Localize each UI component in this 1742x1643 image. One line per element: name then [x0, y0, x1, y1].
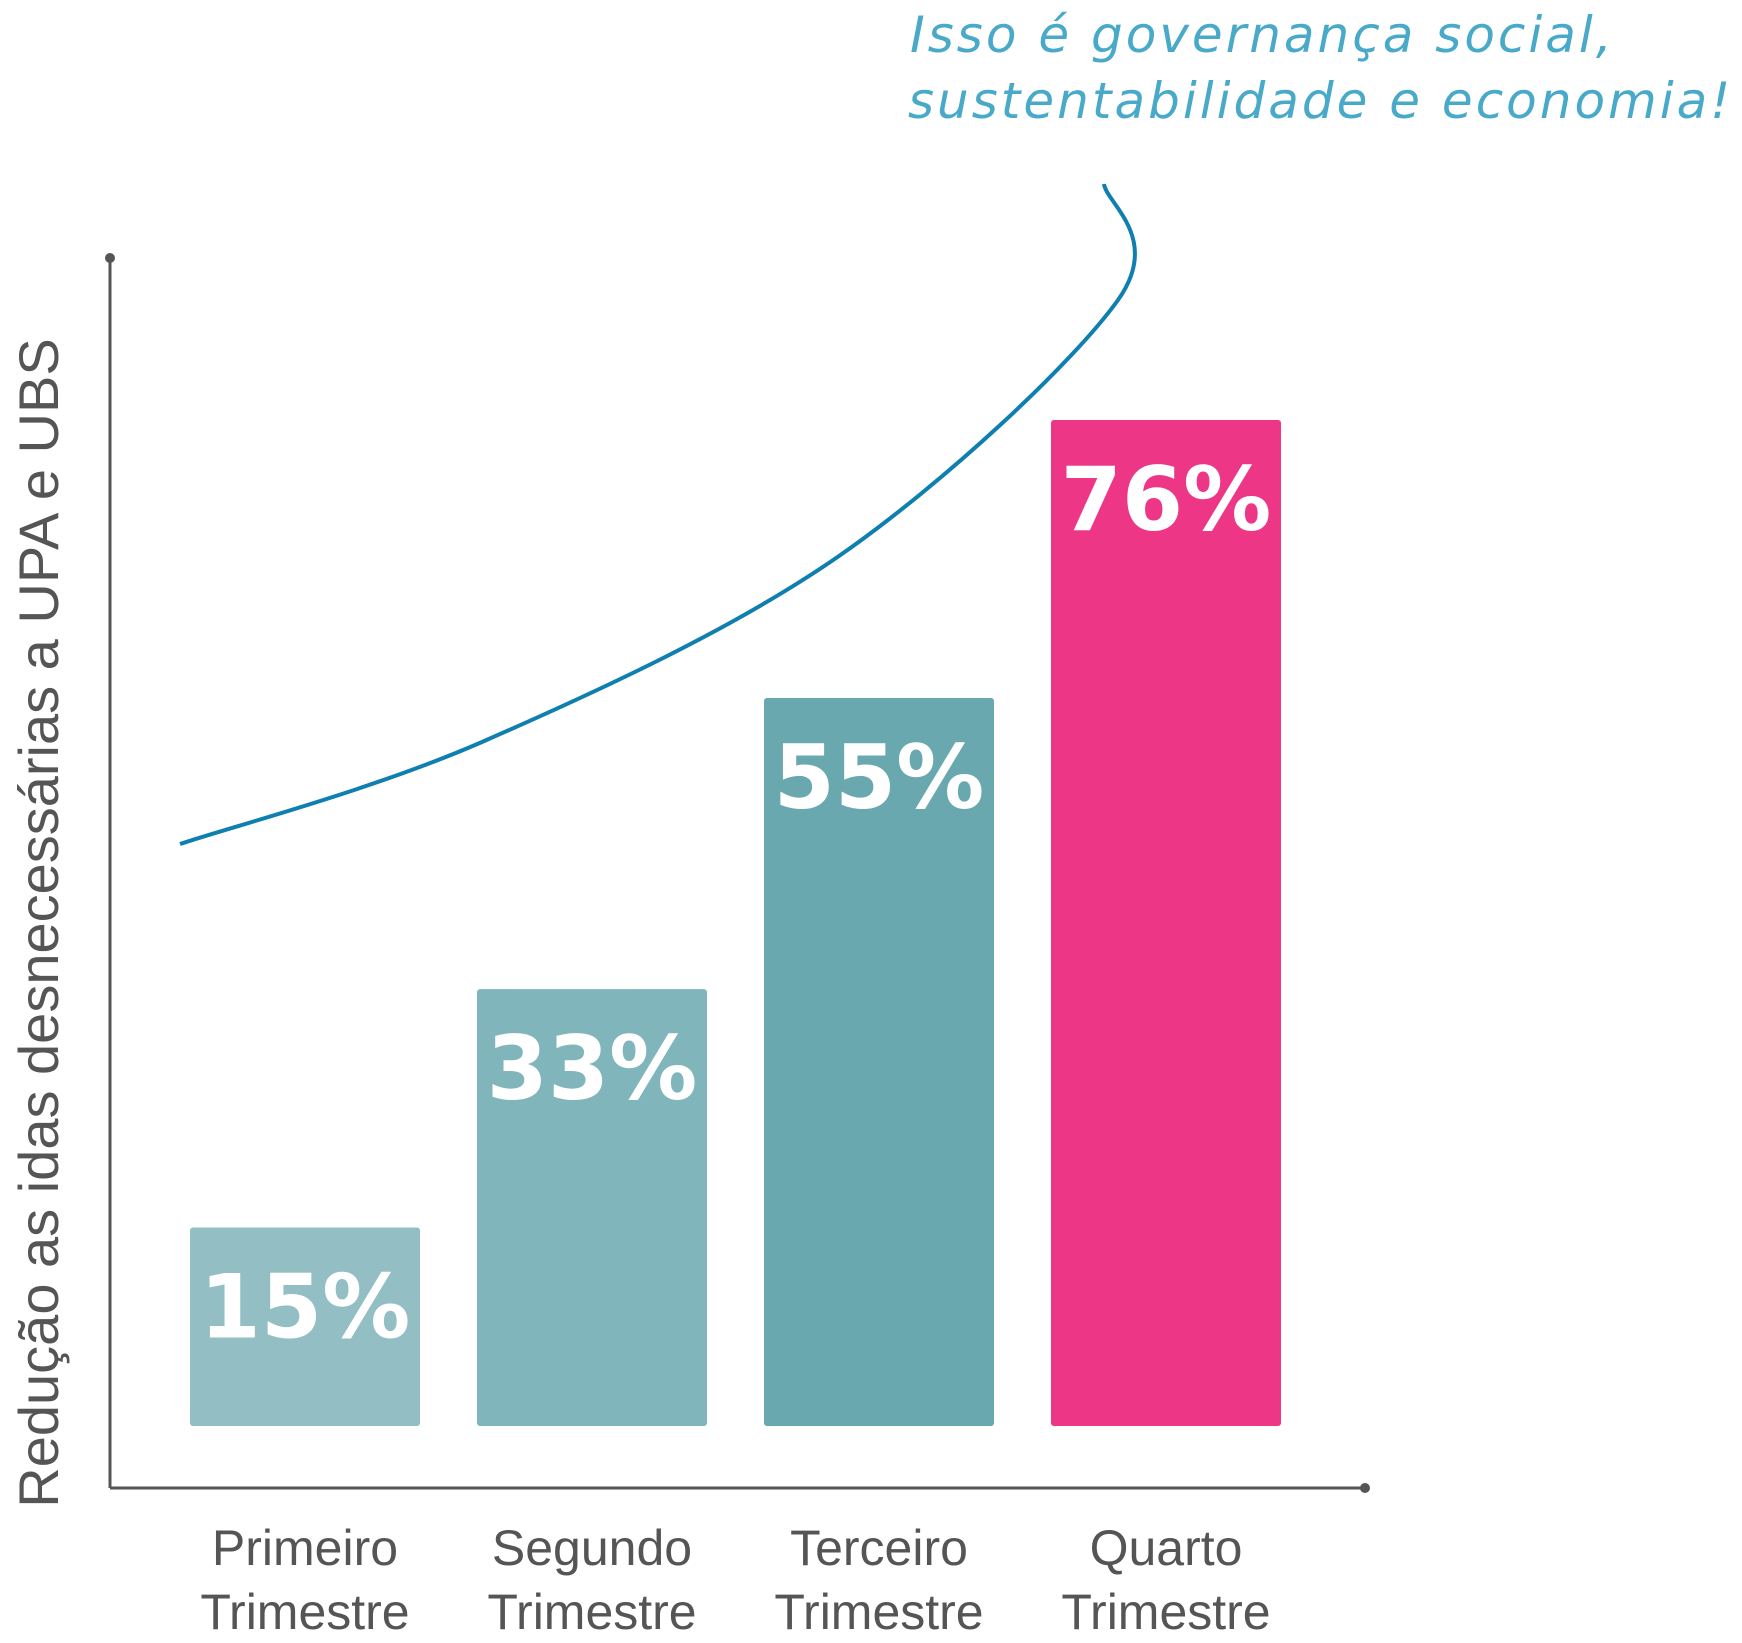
x-tick-label: Terceiro: [790, 1520, 968, 1576]
data-label: 76%: [1061, 448, 1272, 551]
x-tick-label: Trimestre: [1061, 1584, 1270, 1640]
tagline-line-2: sustentabilidade e economia!: [908, 72, 1733, 130]
x-tick-label: Segundo: [492, 1520, 692, 1576]
x-tick-label: Primeiro: [212, 1520, 398, 1576]
y-axis-end-dot: [105, 253, 115, 263]
x-axis-end-dot: [1360, 1483, 1370, 1493]
x-tick-label: Quarto: [1090, 1520, 1243, 1576]
tagline: Isso é governança social, sustentabilida…: [908, 6, 1733, 130]
x-tick-labels: Primeiro Trimestre Segundo Trimestre Terceir…: [200, 1520, 1270, 1640]
bar: [764, 697, 994, 1426]
axes: [105, 253, 1370, 1493]
trend-line: [179, 183, 1137, 846]
x-tick-label: Trimestre: [487, 1584, 696, 1640]
data-label: 33%: [487, 1017, 698, 1120]
bar: [1051, 420, 1281, 1426]
x-tick-label: Trimestre: [774, 1584, 983, 1640]
data-label: 55%: [774, 726, 985, 829]
bars: 15% 33% 55% 76%: [190, 420, 1281, 1426]
tagline-line-1: Isso é governança social,: [910, 6, 1615, 64]
y-axis-label: Redução as idas desnecessárias a UPA e U…: [7, 338, 70, 1507]
bar: [190, 1227, 420, 1426]
bar: [477, 989, 707, 1426]
x-tick-label: Trimestre: [200, 1584, 409, 1640]
data-label: 15%: [200, 1255, 411, 1358]
